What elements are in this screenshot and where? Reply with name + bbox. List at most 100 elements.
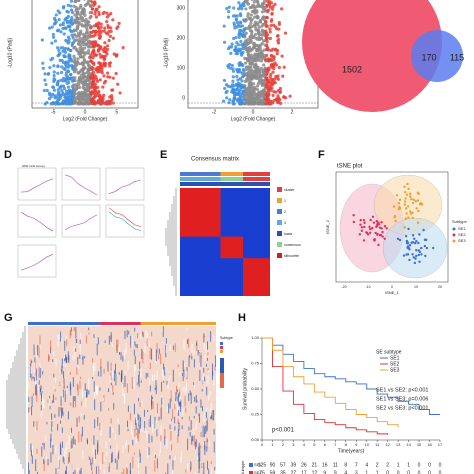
point xyxy=(52,88,56,92)
heatmap-cell xyxy=(66,385,68,389)
point xyxy=(244,67,248,72)
point xyxy=(52,64,56,68)
point xyxy=(98,78,102,82)
point xyxy=(76,71,80,75)
point xyxy=(52,70,56,74)
point xyxy=(73,62,78,67)
point xyxy=(378,233,382,237)
point xyxy=(52,35,56,39)
point xyxy=(397,207,401,211)
heatmap-cell xyxy=(74,469,76,474)
heatmap-cell xyxy=(213,335,215,342)
heatmap-cell xyxy=(72,396,74,408)
heatmap-cell xyxy=(77,384,79,396)
heatmap-cell xyxy=(130,344,132,349)
heatmap-cell xyxy=(45,435,47,442)
heatmap-cell xyxy=(100,432,102,436)
point xyxy=(235,14,239,18)
point xyxy=(47,97,52,101)
heatmap-cell xyxy=(76,367,78,375)
heatmap-cell xyxy=(52,359,54,362)
point xyxy=(268,36,272,41)
heatmap-cell xyxy=(141,427,143,432)
heatmap-cell xyxy=(51,413,53,421)
point xyxy=(98,61,102,66)
heatmap-cell xyxy=(48,397,50,410)
point xyxy=(94,68,98,72)
heatmap-cell xyxy=(45,456,47,460)
point xyxy=(263,6,267,10)
point xyxy=(55,46,60,50)
point xyxy=(269,23,273,28)
point xyxy=(68,76,73,81)
point xyxy=(107,62,111,66)
point xyxy=(70,16,74,20)
point xyxy=(417,192,420,195)
heatmap-cell xyxy=(165,338,167,344)
point xyxy=(267,48,271,52)
heatmap-cell xyxy=(169,398,171,409)
point xyxy=(62,55,67,59)
heatmap-cell xyxy=(105,440,107,449)
heatmap-cell xyxy=(197,455,199,460)
plot-frame xyxy=(31,0,139,109)
point xyxy=(66,94,70,98)
point xyxy=(263,43,267,47)
point xyxy=(76,57,80,61)
point xyxy=(58,11,62,15)
point xyxy=(58,58,62,62)
point xyxy=(266,97,271,101)
point xyxy=(64,61,68,65)
heatmap-cell xyxy=(137,333,139,339)
heatmap-cell xyxy=(179,372,181,376)
annotation-bar xyxy=(243,177,270,181)
point xyxy=(89,86,93,90)
heatmap-cell xyxy=(32,393,34,396)
point xyxy=(248,82,252,86)
heatmap-cell xyxy=(149,415,151,428)
heatmap-cell xyxy=(204,335,206,338)
heatmap-cell xyxy=(182,376,184,382)
point xyxy=(43,72,47,76)
point xyxy=(97,33,101,37)
heatmap-cell xyxy=(169,344,171,352)
heatmap-cell xyxy=(203,374,205,386)
heatmap-cell xyxy=(179,401,181,406)
point xyxy=(88,16,92,20)
heatmap-cell xyxy=(171,471,173,474)
point xyxy=(52,77,56,81)
point xyxy=(55,95,59,100)
heatmap-cell xyxy=(177,393,179,405)
point xyxy=(71,10,75,15)
heatmap-cell xyxy=(188,393,190,402)
point xyxy=(407,187,410,191)
heatmap-cell xyxy=(182,386,184,392)
heatmap-cell xyxy=(33,344,35,356)
risk-count: 4 xyxy=(365,462,368,468)
point xyxy=(69,48,73,53)
heatmap-cell xyxy=(28,410,30,414)
point xyxy=(359,218,362,222)
legend-label: consensus xyxy=(284,243,301,247)
heatmap-cell xyxy=(35,426,37,433)
point xyxy=(59,30,63,34)
point xyxy=(97,5,101,9)
point xyxy=(69,8,74,12)
heatmap-cell xyxy=(92,358,94,363)
heatmap-cell xyxy=(141,400,143,407)
legend-key xyxy=(249,471,253,474)
heatmap-cell xyxy=(188,338,190,348)
point xyxy=(269,77,273,81)
point xyxy=(231,79,235,83)
heatmap-cell xyxy=(178,393,180,398)
point xyxy=(406,205,410,208)
x-tick-label: 12 xyxy=(385,442,390,447)
x-tick-label: -20 xyxy=(341,285,346,289)
panel-title: Consensus matrix xyxy=(191,157,239,163)
heatmap-cell xyxy=(198,442,200,451)
point xyxy=(413,237,416,240)
heatmap-cell xyxy=(76,338,78,343)
point xyxy=(408,258,411,262)
heatmap-cell xyxy=(205,408,207,413)
heatmap-cell xyxy=(208,369,210,373)
